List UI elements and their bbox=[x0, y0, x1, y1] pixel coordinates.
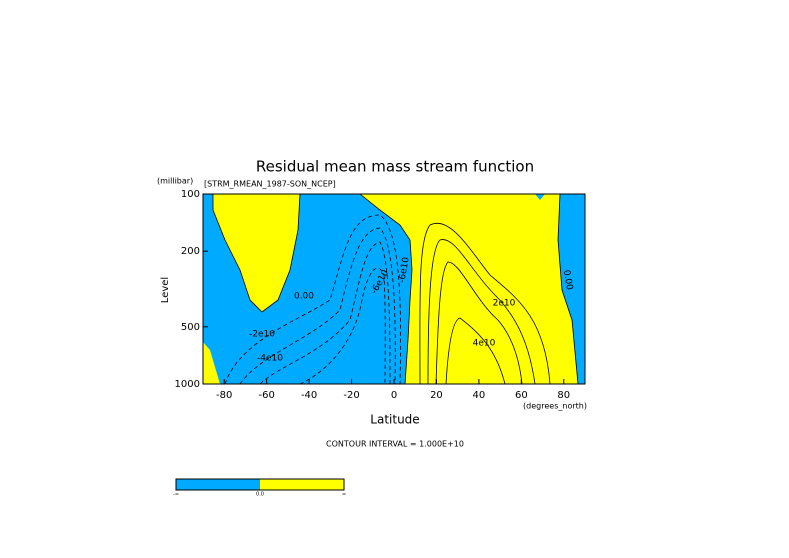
x-tick-label: 20 bbox=[430, 390, 443, 401]
contour-label: -2e10 bbox=[249, 330, 275, 340]
x-unit: (degrees_north) bbox=[523, 402, 587, 411]
x-tick-label: 0 bbox=[391, 390, 397, 401]
y-unit: (millibar) bbox=[157, 177, 193, 186]
contour-label: 0.00 bbox=[561, 269, 574, 291]
negative-contour bbox=[259, 241, 391, 385]
colorbar-swatch bbox=[260, 479, 344, 490]
x-tick-label: 40 bbox=[473, 390, 486, 401]
colorbar-label: ∞ bbox=[342, 492, 346, 498]
negative-contour bbox=[299, 267, 386, 385]
x-tick-label: -20 bbox=[343, 390, 359, 401]
contour-interval: CONTOUR INTERVAL = 1.000E+10 bbox=[326, 440, 464, 449]
x-axis-label: Latitude bbox=[370, 413, 419, 427]
positive-region bbox=[213, 194, 300, 312]
positive-contour bbox=[445, 317, 506, 385]
subtitle: [STRM_RMEAN_1987-SON_NCEP] bbox=[204, 180, 336, 189]
colorbar-swatch bbox=[176, 479, 260, 490]
x-tick-label: 60 bbox=[515, 390, 528, 401]
chart-title: Residual mean mass stream function bbox=[256, 158, 534, 176]
positive-contour bbox=[419, 222, 551, 385]
contour-lines bbox=[212, 193, 579, 385]
contour-label: 2e10 bbox=[493, 299, 516, 309]
y-axis-label: Level bbox=[160, 277, 171, 303]
negative-contour bbox=[239, 227, 396, 385]
positive-contour bbox=[435, 261, 523, 385]
negative-contour bbox=[224, 214, 401, 385]
zero-contour bbox=[557, 193, 579, 385]
zero-contour bbox=[359, 193, 413, 385]
y-tick-label: 1000 bbox=[175, 379, 200, 390]
x-tick-label: 80 bbox=[557, 390, 570, 401]
x-tick-label: -40 bbox=[301, 390, 317, 401]
y-tick-label: 200 bbox=[181, 246, 200, 257]
contour-label: 0.00 bbox=[294, 292, 314, 302]
x-tick-label: -80 bbox=[216, 390, 232, 401]
y-tick-label: 100 bbox=[181, 189, 200, 200]
colorbar-label: -∞ bbox=[173, 492, 179, 498]
colorbar-label: 0.0 bbox=[256, 492, 264, 498]
positive-contour bbox=[427, 239, 536, 385]
x-tick-label: -60 bbox=[258, 390, 274, 401]
zero-contour bbox=[212, 193, 301, 313]
contour-label: 4e10 bbox=[473, 339, 496, 349]
colorbar-frame bbox=[175, 478, 345, 491]
plot-area: 0.00 -2e10 -4e10 -6e10 -6e10 2e10 4e10 0… bbox=[202, 193, 586, 385]
positive-region bbox=[203, 342, 220, 384]
contour-label: -6e10 bbox=[397, 256, 411, 284]
contour-label: -4e10 bbox=[257, 354, 283, 364]
y-tick-label: 500 bbox=[181, 322, 200, 333]
